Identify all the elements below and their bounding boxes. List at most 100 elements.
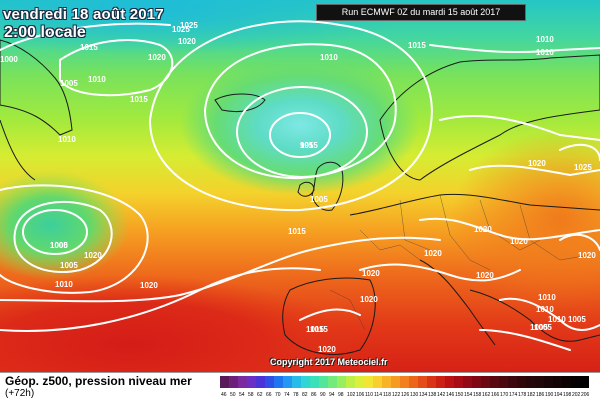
pressure-label: 1010	[320, 53, 338, 62]
weather-map: 1000 1005 1010 1015 1020 1025 995 1020 1…	[0, 0, 600, 372]
isobar-1010-se	[479, 329, 571, 351]
isobar-1020-med	[359, 263, 521, 282]
scale-tick: 142	[437, 392, 446, 398]
map-footer: Géop. z500, pression niveau mer (+72h) 4…	[0, 372, 600, 401]
pressure-label: 1000	[0, 55, 18, 64]
scale-swatch	[283, 376, 292, 388]
pressure-label: 1010	[536, 35, 554, 44]
isobar-1010-atlantic	[0, 184, 149, 294]
isobar-1015-north	[0, 22, 171, 51]
scale-swatch	[535, 376, 544, 388]
scale-swatch	[409, 376, 418, 388]
pressure-label: 1005	[534, 323, 552, 332]
labrador-coast	[0, 119, 36, 181]
forecast-time: 2:00 locale	[4, 24, 86, 41]
pressure-label: 1025	[574, 163, 592, 172]
isobar-995	[269, 112, 331, 158]
scale-tick: 134	[419, 392, 428, 398]
scale-tick: 50	[230, 392, 236, 398]
isobar-1020-c	[419, 217, 600, 241]
scandinavia-coast	[379, 54, 600, 181]
pressure-label: 1015	[130, 95, 148, 104]
pressure-label: 1010	[55, 280, 73, 289]
scale-tick: 194	[554, 392, 563, 398]
scale-swatch	[472, 376, 481, 388]
border-line	[329, 289, 366, 331]
low-iceland	[180, 55, 420, 195]
pressure-label: 1020	[140, 281, 158, 290]
pressure-label: 1005	[50, 241, 68, 250]
isobar-1020-e	[469, 164, 600, 177]
scale-tick: 54	[239, 392, 245, 398]
borders	[329, 194, 591, 331]
pressure-label: 1015	[306, 325, 324, 334]
isobar-1025-e	[559, 143, 600, 161]
pressure-label: 1020	[318, 345, 336, 354]
scale-tick: 70	[275, 392, 281, 398]
scale-tick: 206	[581, 392, 590, 398]
scale-tick: 82	[302, 392, 308, 398]
scale-tick: 130	[410, 392, 419, 398]
pressure-label: 1025	[172, 25, 190, 34]
pressure-label: 1020	[578, 251, 596, 260]
copyright: Copyright 2017 Meteociel.fr	[270, 357, 388, 367]
pressure-label: 1015	[408, 41, 426, 50]
scale-swatch	[562, 376, 571, 388]
run-info: Run ECMWF 0Z du mardi 15 août 2017	[316, 4, 526, 21]
uk-coast	[311, 161, 344, 211]
pressure-label: 1010	[88, 75, 106, 84]
pressure-label: 1005	[310, 195, 328, 204]
scale-swatch	[553, 376, 562, 388]
scale-swatch	[454, 376, 463, 388]
parameter-label: Géop. z500, pression niveau mer	[5, 374, 192, 388]
scale-tick: 94	[329, 392, 335, 398]
scale-tick: 186	[536, 392, 545, 398]
lead-time-label: (+72h)	[5, 388, 35, 399]
scale-tick: 158	[473, 392, 482, 398]
scale-tick: 62	[257, 392, 263, 398]
cold-trough-north	[0, 0, 410, 55]
pressure-label: 1020	[360, 295, 378, 304]
scale-swatch	[346, 376, 355, 388]
scale-swatch	[391, 376, 400, 388]
scale-tick: 122	[392, 392, 401, 398]
scale-swatch	[571, 376, 580, 388]
scale-swatch	[517, 376, 526, 388]
scale-tick: 190	[545, 392, 554, 398]
balkans-coast	[469, 289, 600, 342]
pressure-label: 1000	[50, 241, 68, 250]
warm-ridge-east	[450, 130, 600, 310]
scale-tick: 86	[311, 392, 317, 398]
iberia-coast	[282, 277, 376, 355]
pressure-label: 1015	[80, 43, 98, 52]
scale-swatch	[301, 376, 310, 388]
pressure-label: 995	[300, 141, 314, 150]
isobar-1000-atlantic	[22, 209, 88, 255]
pressure-label: 1020	[528, 159, 546, 168]
pressure-label: 1005	[568, 315, 586, 324]
scale-tick: 66	[266, 392, 272, 398]
isobars	[0, 20, 600, 351]
iceland-coast	[214, 93, 266, 113]
scale-tick: 46	[221, 392, 227, 398]
border-line	[399, 199, 431, 251]
scale-swatch	[265, 376, 274, 388]
scale-tick: 114	[374, 392, 382, 398]
scale-swatch	[319, 376, 328, 388]
pressure-label: 1020	[84, 251, 102, 260]
scale-swatch	[436, 376, 445, 388]
scale-tick: 174	[509, 392, 518, 398]
border-line	[519, 204, 591, 261]
scale-swatch	[220, 376, 229, 388]
scale-tick: 98	[338, 392, 344, 398]
scale-tick: 106	[356, 392, 365, 398]
scale-tick: 150	[455, 392, 464, 398]
pressure-label: 1020	[474, 225, 492, 234]
scale-swatch	[355, 376, 364, 388]
pressure-label: 1010	[536, 305, 554, 314]
color-scale: 46 50 54 58 62 66 70 74 78 82 86 90 94 98 102 106 110 114…	[220, 376, 590, 398]
scale-swatch	[580, 376, 589, 388]
isobar-1015-iberia	[299, 308, 361, 321]
scale-tick: 154	[464, 392, 473, 398]
map-canvas: 1000 1005 1010 1015 1020 1025 995 1020 1…	[0, 0, 600, 372]
